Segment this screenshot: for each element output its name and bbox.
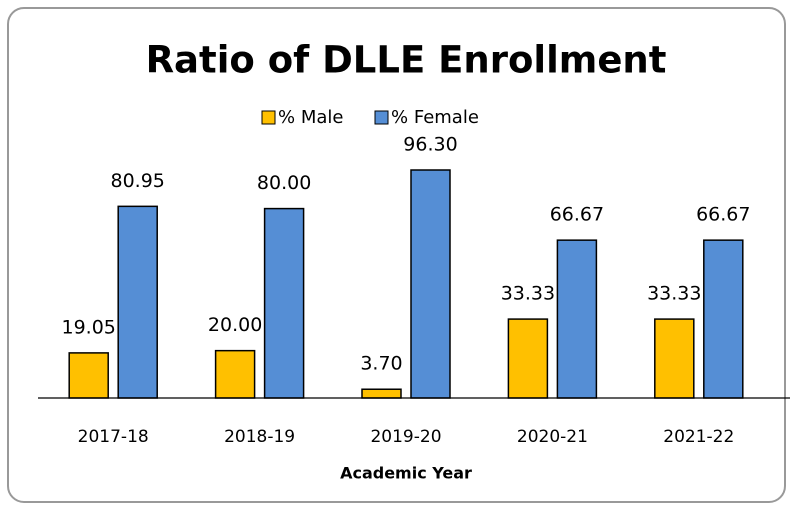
- bar: [68, 352, 109, 399]
- x-tick-label: 2019-20: [370, 427, 441, 447]
- bar: [361, 388, 402, 399]
- legend-swatch: [261, 110, 276, 125]
- data-label: 96.30: [403, 134, 457, 156]
- data-label: 20.00: [208, 314, 262, 336]
- data-label: 19.05: [61, 316, 115, 338]
- x-tick-label: 2020-21: [517, 427, 588, 447]
- bar: [654, 318, 695, 399]
- legend-swatch: [374, 110, 389, 125]
- bar: [410, 169, 451, 399]
- chart-title: Ratio of DLLE Enrollment: [146, 39, 667, 82]
- data-label: 80.95: [110, 170, 164, 192]
- legend-label: % Male: [278, 107, 343, 128]
- data-label: 3.70: [360, 353, 402, 375]
- data-label: 66.67: [696, 204, 750, 226]
- legend-label: % Female: [391, 107, 479, 128]
- x-tick-label: 2021-22: [663, 427, 734, 447]
- bar: [214, 349, 256, 399]
- data-label: 33.33: [501, 283, 555, 305]
- x-axis-title: Academic Year: [340, 464, 472, 483]
- data-label: 66.67: [550, 204, 604, 226]
- bar: [507, 318, 549, 399]
- x-tick-label: 2018-19: [224, 427, 295, 447]
- bar: [263, 207, 305, 399]
- x-tick-label: 2017-18: [78, 427, 149, 447]
- bar: [703, 239, 744, 399]
- bar: [117, 205, 158, 399]
- bar: [556, 239, 598, 399]
- data-label: 80.00: [257, 172, 311, 194]
- data-label: 33.33: [647, 283, 701, 305]
